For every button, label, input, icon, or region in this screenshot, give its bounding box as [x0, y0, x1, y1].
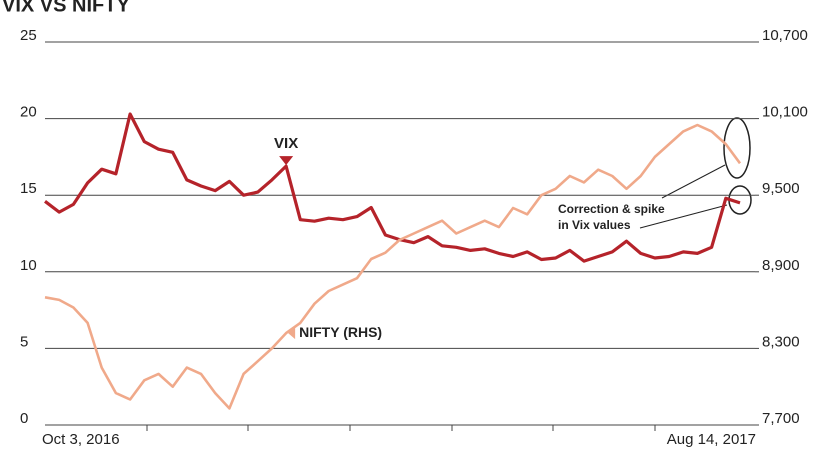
annotation: in Vix values: [558, 218, 631, 232]
y2-tick-label: 8,300: [762, 333, 800, 350]
y-tick-label: 25: [20, 27, 37, 44]
y-tick-label: 20: [20, 104, 37, 121]
y-tick-label: 0: [20, 410, 28, 427]
series-marker: [288, 327, 296, 340]
y2-tick-label: 8,900: [762, 257, 800, 274]
highlight-ellipse: [723, 117, 751, 179]
y-tick-label: 5: [20, 333, 28, 350]
series-marker: [279, 156, 294, 166]
line-series: [44, 123, 742, 410]
x-tick-label: Oct 3, 2016: [42, 431, 120, 448]
annotation: Correction & spike: [558, 202, 665, 216]
y2-tick-label: 9,500: [762, 180, 800, 197]
x-tick-label: Aug 14, 2017: [667, 431, 756, 448]
arrow: [661, 164, 726, 199]
y-tick-label: 15: [20, 180, 37, 197]
line-series: [44, 112, 741, 263]
y-tick-label: 10: [20, 257, 37, 274]
arrow: [639, 204, 728, 229]
chart-title: VIX VS NIFTY: [2, 0, 130, 16]
x-axis-ticks: [146, 425, 656, 431]
y2-tick-label: 10,100: [762, 104, 808, 121]
series-label: NIFTY (RHS): [299, 324, 382, 340]
series-label: VIX: [274, 135, 298, 152]
y2-tick-label: 7,700: [762, 410, 800, 427]
y2-tick-label: 10,700: [762, 27, 808, 44]
